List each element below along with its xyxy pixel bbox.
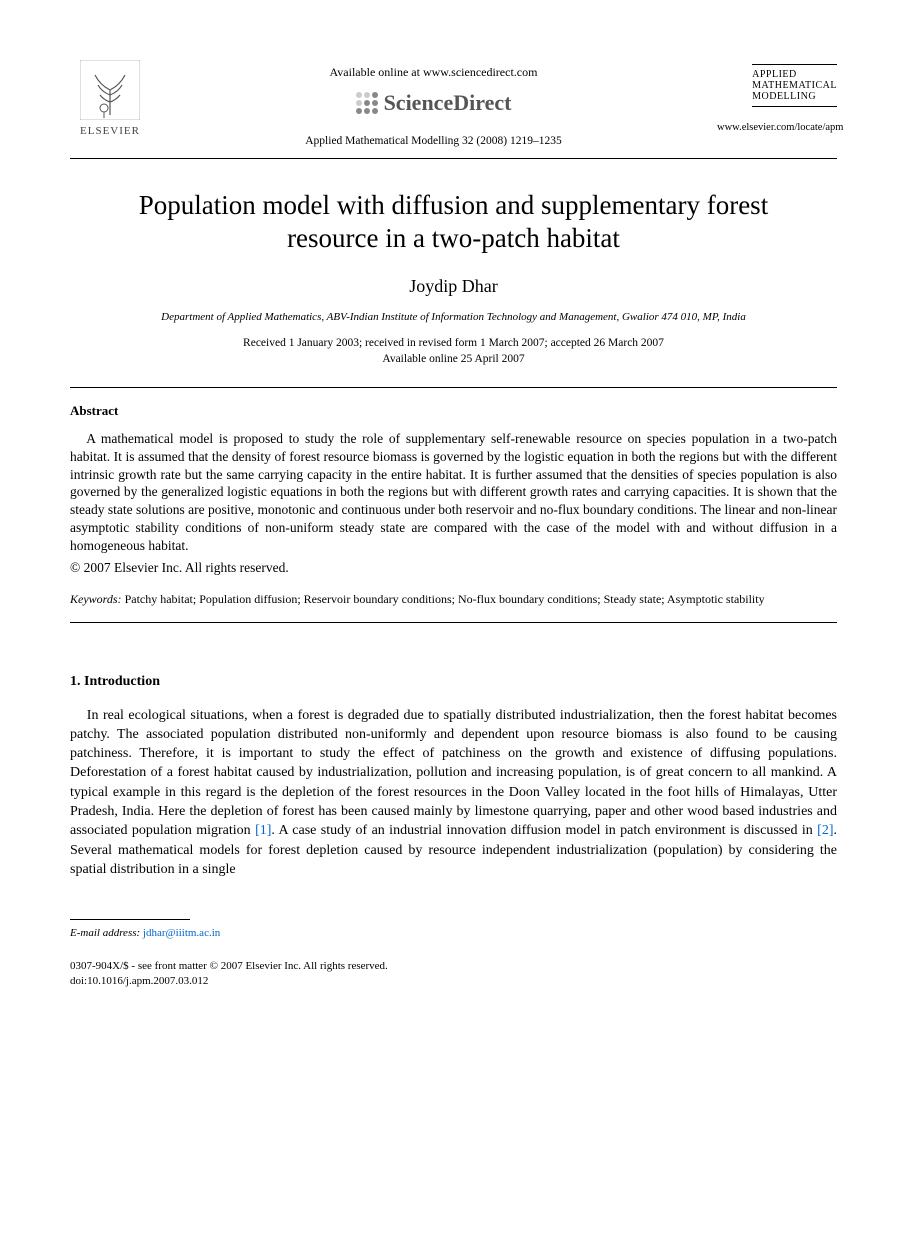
page-header: ELSEVIER Available online at www.science… <box>70 60 837 150</box>
front-matter-line: 0307-904X/$ - see front matter © 2007 El… <box>70 959 837 974</box>
footnote-rule <box>70 919 190 920</box>
sciencedirect-text: ScienceDirect <box>384 88 512 118</box>
introduction-paragraph: In real ecological situations, when a fo… <box>70 706 837 880</box>
sciencedirect-logo: ScienceDirect <box>356 88 512 118</box>
header-rule <box>70 158 837 159</box>
keywords-block: Keywords: Patchy habitat; Population dif… <box>70 591 837 608</box>
abstract-body: A mathematical model is proposed to stud… <box>70 430 837 555</box>
article-author: Joydip Dhar <box>70 274 837 298</box>
intro-text-a: In real ecological situations, when a fo… <box>70 708 837 839</box>
elsevier-tree-icon <box>80 60 140 120</box>
introduction-heading: 1. Introduction <box>70 673 837 692</box>
article-affiliation: Department of Applied Mathematics, ABV-I… <box>70 310 837 325</box>
elsevier-logo: ELSEVIER <box>70 60 150 139</box>
journal-title-line2: MATHEMATICAL <box>752 80 837 91</box>
abstract-bottom-rule <box>70 622 837 623</box>
doi-line: doi:10.1016/j.apm.2007.03.012 <box>70 974 837 989</box>
citation-line: Applied Mathematical Modelling 32 (2008)… <box>150 134 717 150</box>
center-header: Available online at www.sciencedirect.co… <box>150 60 717 150</box>
email-label: E-mail address: <box>70 927 140 939</box>
abstract-heading: Abstract <box>70 402 837 420</box>
email-footnote: E-mail address: jdhar@iiitm.ac.in <box>70 926 837 941</box>
sciencedirect-dots-icon <box>356 92 378 114</box>
dates-line2: Available online 25 April 2007 <box>382 353 524 365</box>
abstract-top-rule <box>70 387 837 388</box>
journal-url: www.elsevier.com/locate/apm <box>717 121 837 135</box>
keywords-text: Patchy habitat; Population diffusion; Re… <box>125 592 765 606</box>
intro-text-b: . A case study of an industrial innovati… <box>271 823 817 838</box>
keywords-label: Keywords: <box>70 592 122 606</box>
ref-link-2[interactable]: [2] <box>817 823 833 838</box>
journal-title-line3: MODELLING <box>752 91 837 102</box>
ref-link-1[interactable]: [1] <box>255 823 271 838</box>
dates-line1: Received 1 January 2003; received in rev… <box>243 337 664 349</box>
elsevier-label: ELSEVIER <box>70 124 150 139</box>
abstract-copyright: © 2007 Elsevier Inc. All rights reserved… <box>70 559 837 577</box>
available-online-text: Available online at www.sciencedirect.co… <box>150 64 717 80</box>
email-link[interactable]: jdhar@iiitm.ac.in <box>143 927 220 939</box>
article-dates: Received 1 January 2003; received in rev… <box>70 335 837 367</box>
journal-title-box: APPLIED MATHEMATICAL MODELLING <box>752 64 837 107</box>
journal-logo: APPLIED MATHEMATICAL MODELLING www.elsev… <box>717 60 837 135</box>
footer-meta: 0307-904X/$ - see front matter © 2007 El… <box>70 959 837 989</box>
article-title: Population model with diffusion and supp… <box>90 189 817 257</box>
journal-title-line1: APPLIED <box>752 69 837 80</box>
